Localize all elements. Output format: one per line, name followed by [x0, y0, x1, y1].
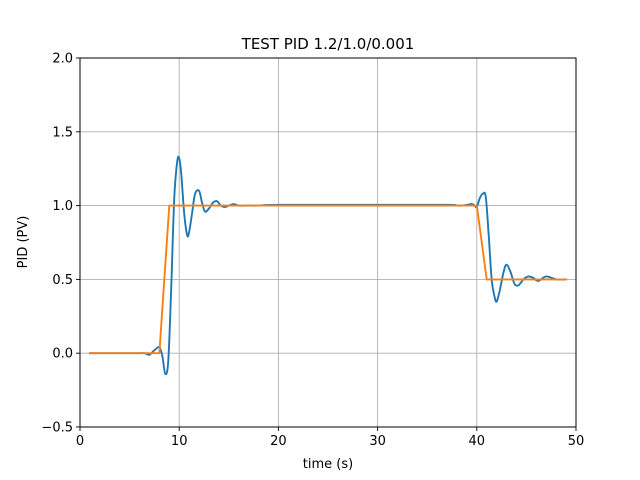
series-line-2: [88, 204, 568, 355]
x-tick-label: 0: [76, 434, 84, 449]
y-tick-label: 2.0: [52, 52, 73, 67]
series-layer: [88, 155, 568, 376]
y-tick-label: 0.5: [52, 273, 73, 288]
series-line-1: [88, 155, 568, 376]
y-tick-label: 1.0: [52, 199, 73, 214]
x-axis-label: time (s): [303, 457, 353, 472]
axis-ticks: 0 10 20 30 40 50 −0.5 0.0 0.5 1.0 1.5 2.0: [41, 52, 584, 450]
chart-title: TEST PID 1.2/1.0/0.001: [241, 35, 415, 53]
x-tick-label: 40: [469, 434, 486, 449]
x-tick-label: 50: [568, 434, 585, 449]
y-tick-label: 0.0: [52, 347, 73, 362]
grid-lines: [79, 57, 577, 428]
y-axis-label: PID (PV): [16, 216, 31, 269]
y-tick-label: −0.5: [41, 421, 73, 436]
x-tick-label: 10: [171, 434, 188, 449]
x-tick-label: 20: [270, 434, 287, 449]
plot-frame: [79, 57, 577, 428]
y-tick-label: 1.5: [52, 125, 73, 140]
x-tick-label: 30: [369, 434, 386, 449]
